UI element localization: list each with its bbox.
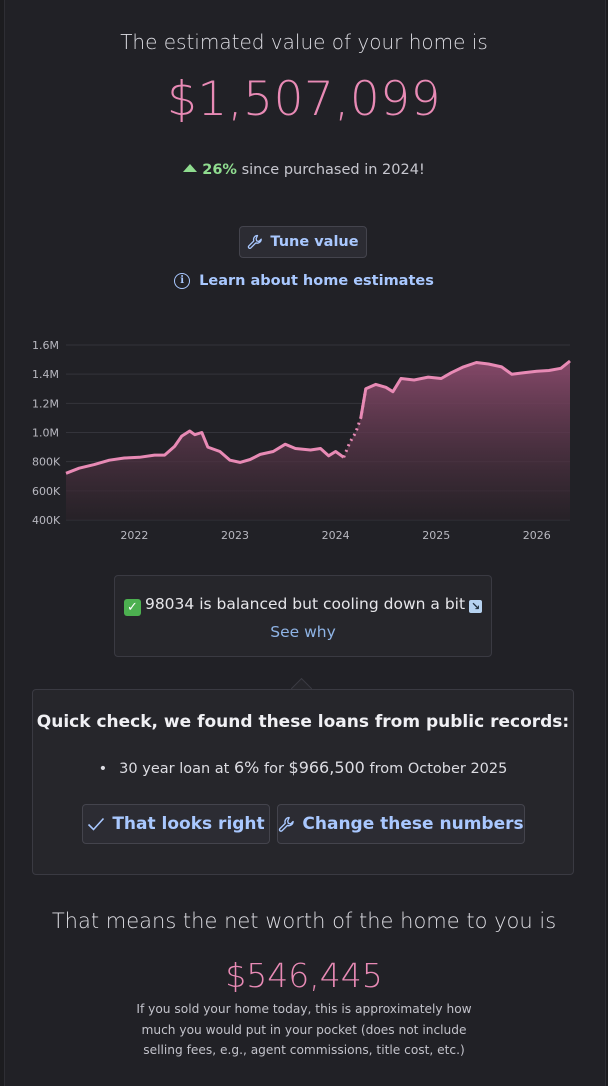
loans-title: Quick check, we found these loans from p… bbox=[36, 712, 570, 732]
change-text: since purchased in 2024! bbox=[241, 162, 425, 178]
confirm-label: That looks right bbox=[112, 814, 265, 834]
change-percent: 26% bbox=[202, 162, 237, 178]
y-tick-label: 800K bbox=[32, 456, 61, 469]
learn-estimates-label: Learn about home estimates bbox=[199, 273, 434, 289]
info-icon: i bbox=[174, 273, 191, 289]
estimate-headline: The estimated value of your home is bbox=[120, 30, 488, 54]
value-history-chart: 1.6M 1.4M 1.2M 1.0M 800K 600K 400K 2022 2023 2024… bbox=[32, 339, 571, 540]
loan-for: for bbox=[263, 761, 284, 777]
value-area bbox=[66, 361, 570, 520]
x-tick-label: 2024 bbox=[322, 529, 350, 540]
networth-value: $546,445 bbox=[225, 956, 383, 995]
market-status-text: ✓ 98034 is balanced but cooling down a bi… bbox=[115, 595, 491, 616]
value-line bbox=[65, 429, 345, 475]
wrench-icon bbox=[279, 816, 295, 832]
y-tick-label: 1.2M bbox=[32, 397, 59, 410]
loans-card: Quick check, we found these loans from p… bbox=[32, 689, 574, 875]
loan-prefix: 30 year loan at bbox=[119, 761, 230, 777]
check-mark-icon: ✓ bbox=[123, 599, 141, 616]
y-tick-label: 1.4M bbox=[32, 368, 59, 381]
change-since-purchase: 26% since purchased in 2024! bbox=[0, 162, 608, 178]
x-tick-label: 2023 bbox=[221, 529, 249, 540]
change-numbers-button[interactable]: Change these numbers bbox=[277, 804, 525, 844]
trend-down-arrow-icon: ↘ bbox=[469, 600, 483, 613]
x-tick-label: 2025 bbox=[422, 529, 450, 540]
estimated-value: $1,507,099 bbox=[166, 72, 442, 127]
page-frame bbox=[4, 0, 606, 1086]
tune-value-label: Tune value bbox=[270, 234, 359, 250]
wrench-icon bbox=[248, 234, 263, 249]
x-tick-label: 2022 bbox=[120, 529, 148, 540]
see-why-link[interactable]: See why bbox=[270, 623, 336, 641]
learn-estimates-link[interactable]: i Learn about home estimates bbox=[0, 273, 608, 289]
market-status-label: 98034 is balanced but cooling down a bit bbox=[144, 595, 466, 613]
confirm-loans-button[interactable]: That looks right bbox=[82, 804, 270, 844]
networth-note: If you sold your home today, this is app… bbox=[136, 1002, 472, 1057]
loan-rate: 6% bbox=[233, 758, 260, 777]
x-tick-label: 2026 bbox=[523, 529, 551, 540]
y-tick-label: 600K bbox=[32, 485, 61, 498]
triangle-up-icon bbox=[183, 164, 198, 172]
bullet: • bbox=[98, 761, 108, 777]
networth-headline: That means the net worth of the home to … bbox=[51, 909, 557, 933]
change-label: Change these numbers bbox=[302, 814, 524, 834]
tune-value-button[interactable]: Tune value bbox=[239, 226, 367, 258]
loan-date: from October 2025 bbox=[369, 761, 508, 777]
market-status-card: ✓ 98034 is balanced but cooling down a bi… bbox=[114, 575, 492, 657]
checkmark-icon bbox=[88, 817, 105, 831]
y-tick-label: 400K bbox=[32, 514, 61, 527]
y-tick-label: 1.0M bbox=[32, 427, 59, 440]
loan-amount: $966,500 bbox=[288, 758, 365, 777]
loan-item: • 30 year loan at 6% for $966,500 from Oc… bbox=[33, 758, 573, 777]
value-line bbox=[359, 359, 571, 419]
y-tick-label: 1.6M bbox=[32, 339, 59, 352]
